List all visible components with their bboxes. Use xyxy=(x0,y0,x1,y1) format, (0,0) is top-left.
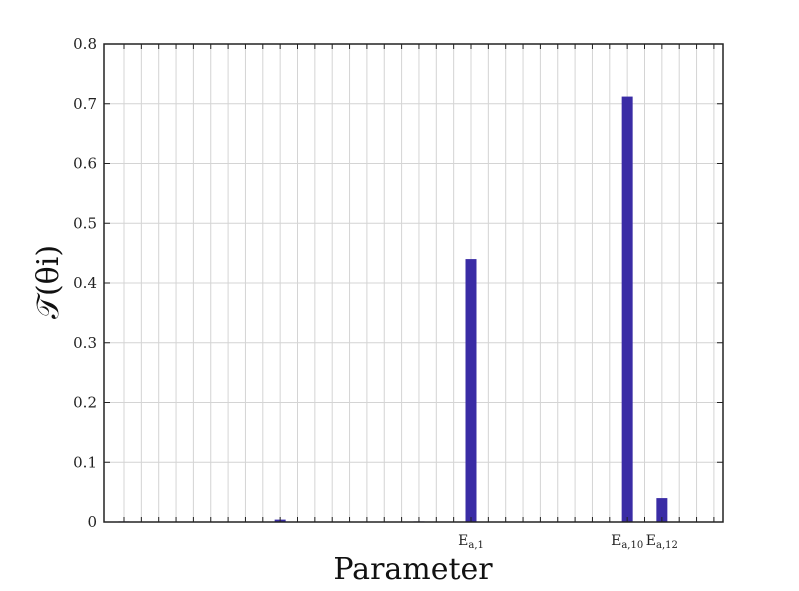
y-tick-label: 0.1 xyxy=(73,453,97,471)
x-axis-title: Parameter xyxy=(333,552,493,587)
y-tick-label: 0.7 xyxy=(73,95,97,113)
y-tick-label: 0.6 xyxy=(73,155,97,173)
x-category-label: Ea,1 xyxy=(458,533,484,551)
y-tick-labels: 0 0.1 0.2 0.3 0.4 0.5 0.6 0.7 0.8 xyxy=(73,35,97,531)
bars xyxy=(118,96,668,523)
plot-frame xyxy=(103,43,724,523)
y-tick-label: 0.8 xyxy=(73,35,97,53)
axes xyxy=(103,43,724,523)
y-tick-label: 0 xyxy=(87,513,97,531)
y-axis-title: 𝒯(θi) xyxy=(31,245,66,319)
grid-lines xyxy=(104,43,723,523)
x-category-labels: Ea,1 Ea,10 Ea,12 xyxy=(458,533,678,551)
y-tick-label: 0.5 xyxy=(73,214,97,232)
y-tick-label: 0.2 xyxy=(73,394,97,412)
bar xyxy=(465,259,477,522)
y-tick-label: 0.3 xyxy=(73,334,97,352)
y-tick-label: 0.4 xyxy=(73,274,97,292)
bar xyxy=(656,498,668,522)
x-category-label: Ea,12 xyxy=(646,533,678,551)
x-category-label: Ea,10 xyxy=(611,533,643,551)
bar xyxy=(621,96,633,522)
